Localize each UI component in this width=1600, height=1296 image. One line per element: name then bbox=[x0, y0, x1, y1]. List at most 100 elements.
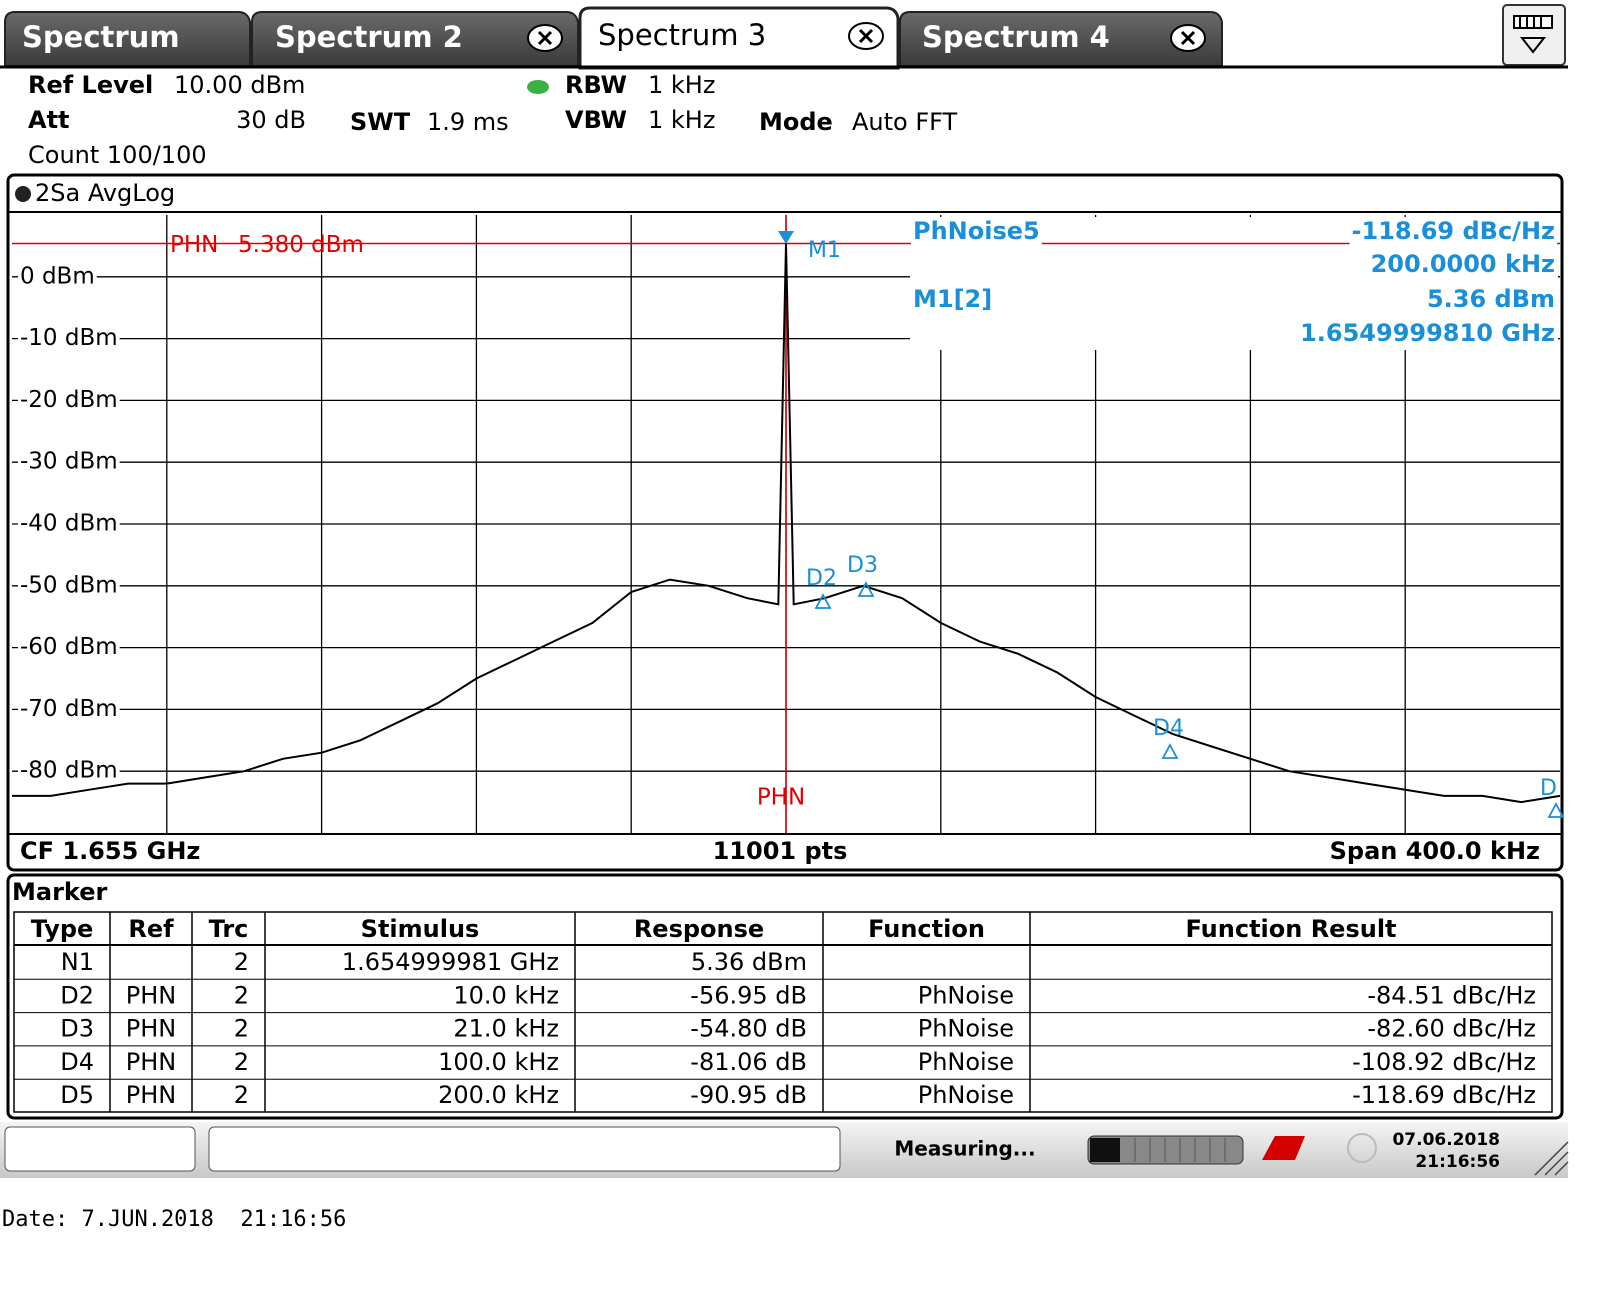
setting-label: SWT bbox=[350, 108, 411, 136]
y-tick-label: 0 dBm bbox=[20, 263, 95, 289]
tab[interactable] bbox=[899, 11, 1223, 67]
resize-grip bbox=[1534, 1141, 1569, 1176]
table-cell: -54.80 dB bbox=[690, 1015, 807, 1043]
tab-label: Spectrum 2 bbox=[275, 20, 463, 54]
column-header: Trc bbox=[209, 915, 249, 943]
status-field[interactable] bbox=[4, 1126, 196, 1172]
y-tick-label: -20 dBm bbox=[20, 387, 118, 413]
info-frequency: 1.6549999810 GHz bbox=[1300, 319, 1555, 347]
marker-symbol bbox=[857, 581, 875, 597]
marker-label: M1 bbox=[808, 238, 841, 263]
table-cell: N1 bbox=[61, 948, 94, 976]
status-state: Measuring... bbox=[894, 1137, 1035, 1161]
reference-label: 5.380 dBm bbox=[238, 232, 364, 258]
trace-dot bbox=[15, 186, 31, 202]
status-dot bbox=[527, 80, 549, 94]
label-bg bbox=[18, 325, 120, 352]
table-cell: D5 bbox=[60, 1081, 94, 1109]
table-cell: PhNoise bbox=[918, 1048, 1014, 1076]
label-bg bbox=[18, 572, 120, 599]
y-tick-label: -60 dBm bbox=[20, 634, 118, 660]
status-field[interactable] bbox=[208, 1126, 841, 1172]
date-footer: Date: 7.JUN.2018 21:16:56 bbox=[2, 1207, 346, 1232]
marker-label: D bbox=[1540, 776, 1557, 801]
close-button[interactable] bbox=[1170, 24, 1206, 52]
table-cell: D2 bbox=[60, 981, 94, 1009]
info-function_result: -118.69 dBc/Hz bbox=[1352, 217, 1555, 245]
info-marker: M1[2] bbox=[913, 285, 992, 313]
column-header: Stimulus bbox=[361, 915, 480, 943]
column-header: Function bbox=[868, 915, 985, 943]
table-border bbox=[13, 911, 1553, 1113]
info-offset: 200.0000 kHz bbox=[1371, 250, 1555, 278]
table-cell: 21.0 kHz bbox=[453, 1015, 559, 1043]
setting-label: Mode bbox=[759, 108, 833, 136]
table-cell: PhNoise bbox=[918, 981, 1014, 1009]
table-cell: 1.654999981 GHz bbox=[342, 948, 559, 976]
marker-table: Type Ref Trc Stimulus Response Function Functi… bbox=[13, 911, 1553, 1113]
label-bg bbox=[911, 217, 1042, 245]
setting-value: 1.9 ms bbox=[427, 108, 509, 136]
ext-ref-icon bbox=[1347, 1133, 1377, 1163]
table-cell: -81.06 dB bbox=[690, 1048, 807, 1076]
label-bg bbox=[18, 263, 97, 290]
table-cell: -108.92 dBc/Hz bbox=[1352, 1048, 1536, 1076]
label-bg bbox=[18, 695, 120, 722]
setting-value: Count 100/100 bbox=[28, 141, 207, 169]
table-cell: 2 bbox=[234, 981, 249, 1009]
table-cell: 2 bbox=[234, 948, 249, 976]
setting-value: 1 kHz bbox=[648, 106, 715, 134]
label-bg bbox=[18, 757, 120, 784]
status-time: 21:16:56 bbox=[1415, 1152, 1500, 1172]
tab-label: Spectrum 4 bbox=[922, 20, 1110, 54]
table-cell: PHN bbox=[126, 981, 176, 1009]
tab-label: Spectrum bbox=[22, 20, 180, 54]
overview-button[interactable] bbox=[1502, 4, 1566, 66]
label-bg bbox=[18, 510, 120, 537]
table-cell: 2 bbox=[234, 1015, 249, 1043]
tab-bar: Spectrum Spectrum 2 Spectrum 3 Spectrum … bbox=[0, 4, 1568, 70]
y-tick-label: -70 dBm bbox=[20, 696, 118, 722]
y-tick-label: -80 dBm bbox=[20, 758, 118, 784]
close-button[interactable] bbox=[527, 24, 563, 52]
setting-value: 30 dB bbox=[236, 106, 306, 134]
label-bg bbox=[18, 448, 120, 475]
table-title: Marker bbox=[12, 878, 108, 906]
table-cell: -84.51 dBc/Hz bbox=[1367, 981, 1536, 1009]
label-bg bbox=[18, 634, 120, 661]
column-header: Function Result bbox=[1185, 915, 1396, 943]
table-cell: 100.0 kHz bbox=[438, 1048, 559, 1076]
settings: Ref Level 10.00 dBm Att 30 dB Count 100/… bbox=[28, 71, 958, 169]
marker-symbol bbox=[1161, 743, 1179, 759]
footer-cf: CF 1.655 GHz bbox=[20, 837, 200, 865]
table-cell: 2 bbox=[234, 1048, 249, 1076]
table-cell: PhNoise bbox=[918, 1081, 1014, 1109]
column-header: Ref bbox=[128, 915, 174, 943]
table-header-bg bbox=[14, 912, 1552, 945]
close-button[interactable] bbox=[848, 22, 884, 50]
tab-active[interactable] bbox=[578, 6, 900, 70]
label-bg bbox=[18, 386, 120, 413]
setting-value: Auto FFT bbox=[852, 108, 958, 136]
lxi-logo bbox=[1262, 1136, 1305, 1160]
table-cell: 200.0 kHz bbox=[438, 1081, 559, 1109]
plot: 0 dBm -10 dBm -20 dBm -30 dBm -40 dBm -50 dBm… bbox=[12, 215, 1565, 833]
tab[interactable] bbox=[4, 11, 251, 67]
column-header: Response bbox=[634, 915, 764, 943]
y-tick-label: -50 dBm bbox=[20, 572, 118, 598]
table-cell: PhNoise bbox=[918, 1015, 1014, 1043]
y-tick-label: -30 dBm bbox=[20, 449, 118, 475]
tab[interactable] bbox=[251, 11, 579, 67]
marker-label: D2 bbox=[806, 566, 837, 591]
footer-span: Span 400.0 kHz bbox=[1330, 837, 1540, 865]
center-label: PHN bbox=[757, 785, 805, 811]
marker-symbol bbox=[1547, 802, 1565, 818]
table-cell: -82.60 dBc/Hz bbox=[1367, 1015, 1536, 1043]
setting-label: Ref Level bbox=[28, 71, 153, 99]
setting-label: RBW bbox=[565, 71, 627, 99]
table-cell: PHN bbox=[126, 1015, 176, 1043]
progress-bar bbox=[1087, 1135, 1244, 1165]
setting-label: VBW bbox=[565, 106, 627, 134]
